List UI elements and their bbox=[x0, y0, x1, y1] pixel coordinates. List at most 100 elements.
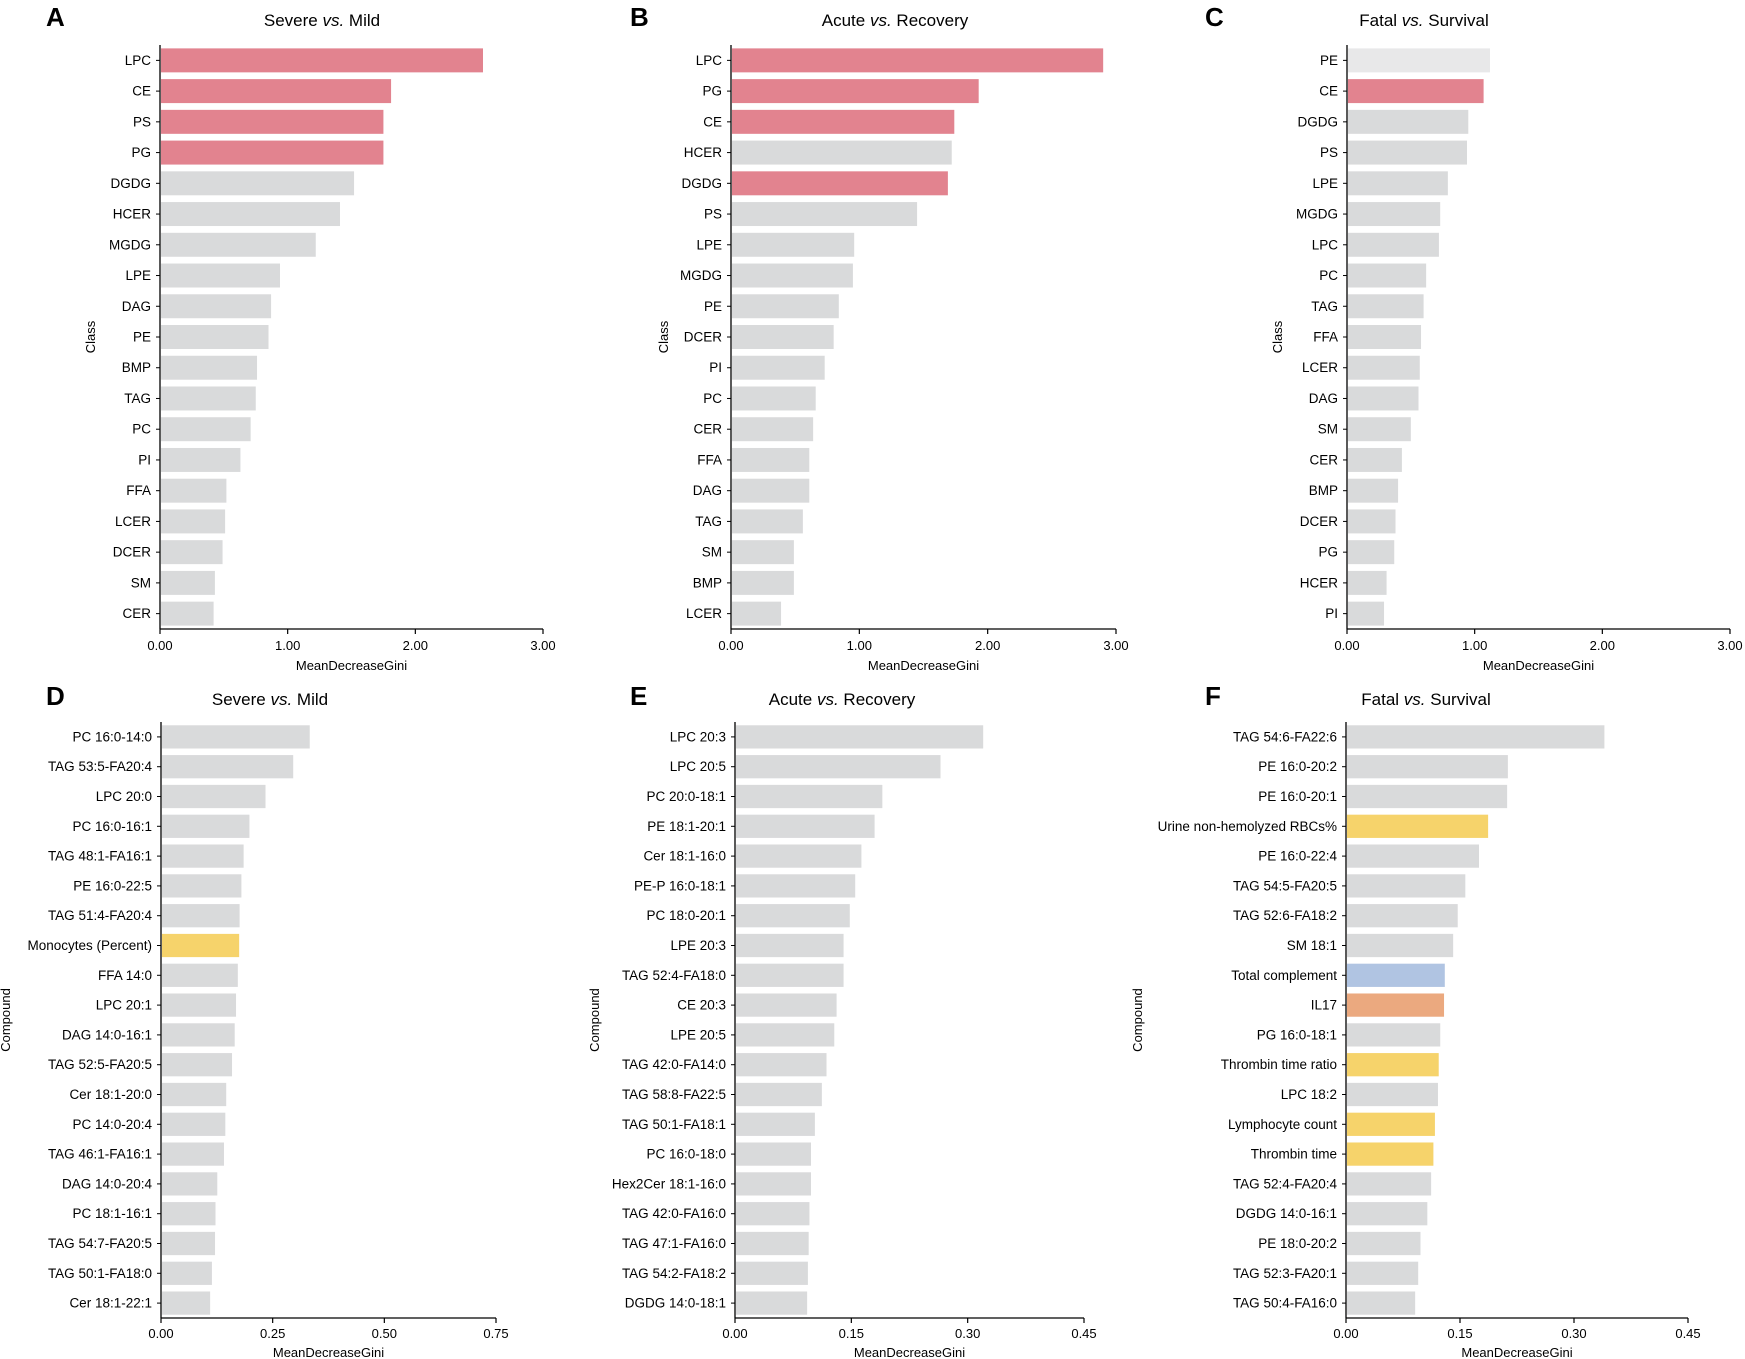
y-axis-title: Compound bbox=[1130, 988, 1145, 1052]
category-label: PC 18:0-20:1 bbox=[646, 908, 726, 923]
x-tick-label: 2.00 bbox=[403, 638, 428, 653]
category-label: LPC 20:0 bbox=[96, 789, 152, 804]
x-tick-label: 3.00 bbox=[530, 638, 555, 653]
bar bbox=[161, 325, 269, 349]
x-tick-label: 2.00 bbox=[1590, 638, 1615, 653]
bar bbox=[161, 601, 214, 626]
category-label: FFA bbox=[697, 452, 722, 467]
bar bbox=[732, 540, 794, 565]
bar bbox=[732, 601, 782, 626]
bar bbox=[732, 478, 810, 503]
category-label: BMP bbox=[1309, 483, 1338, 498]
title-part: Mild bbox=[292, 690, 328, 709]
y-axis-title: Compound bbox=[0, 988, 13, 1052]
category-label: FFA 14:0 bbox=[98, 968, 152, 983]
bar bbox=[1347, 1082, 1438, 1107]
bar bbox=[1347, 1231, 1421, 1256]
bar bbox=[732, 263, 853, 288]
bar bbox=[162, 814, 250, 838]
title-vs: vs. bbox=[817, 690, 839, 709]
category-label: Monocytes (Percent) bbox=[27, 938, 152, 953]
category-label: Cer 18:1-20:0 bbox=[69, 1087, 152, 1102]
bar bbox=[1347, 784, 1508, 809]
category-label: MGDG bbox=[1296, 207, 1338, 222]
panel-title: Severe vs. Mild bbox=[212, 690, 328, 709]
category-label: LPE bbox=[696, 237, 722, 252]
panel-title: Severe vs. Mild bbox=[264, 11, 380, 30]
bar bbox=[732, 202, 918, 227]
category-label: TAG 52:4-FA20:4 bbox=[1233, 1176, 1338, 1191]
panel-b: B Acute vs. Recovery LPC PG CE HCER DGDG PS LPE M… bbox=[630, 2, 1129, 673]
bar bbox=[1348, 355, 1420, 380]
category-label: PE bbox=[1320, 53, 1338, 68]
bar bbox=[162, 1082, 227, 1107]
category-label: TAG 52:3-FA20:1 bbox=[1233, 1266, 1337, 1281]
bar bbox=[1348, 417, 1411, 442]
bar bbox=[732, 232, 855, 257]
category-label: DCER bbox=[684, 330, 723, 345]
x-tick-label: 3.00 bbox=[1717, 638, 1742, 653]
category-label: DAG bbox=[693, 483, 722, 498]
category-label: TAG 54:6-FA22:6 bbox=[1233, 729, 1337, 744]
category-label: LPC 18:2 bbox=[1281, 1087, 1337, 1102]
bar bbox=[1348, 509, 1396, 534]
bar bbox=[162, 1291, 211, 1315]
category-label: DAG 14:0-16:1 bbox=[62, 1027, 152, 1042]
category-label: CER bbox=[1309, 452, 1338, 467]
category-label: PC 16:0-18:0 bbox=[646, 1147, 726, 1162]
bar bbox=[1347, 725, 1605, 749]
bar bbox=[1347, 1172, 1432, 1196]
category-label: DGDG 14:0-16:1 bbox=[1236, 1206, 1337, 1221]
category-label: LCER bbox=[115, 514, 151, 529]
bar bbox=[736, 963, 844, 987]
category-label: PE 16:0-20:2 bbox=[1258, 759, 1337, 774]
bar bbox=[736, 725, 984, 749]
panel-title: Acute vs. Recovery bbox=[769, 690, 916, 709]
bar bbox=[1347, 933, 1454, 958]
bar bbox=[1347, 1202, 1428, 1226]
category-label: LPC 20:5 bbox=[670, 759, 726, 774]
panel-letter: F bbox=[1205, 681, 1221, 711]
title-part: Recovery bbox=[839, 690, 916, 709]
category-label: PI bbox=[1325, 606, 1338, 621]
bar bbox=[1347, 755, 1508, 779]
category-label: PE bbox=[133, 330, 151, 345]
bar bbox=[162, 1172, 218, 1196]
bar bbox=[162, 1261, 212, 1285]
category-label: CE bbox=[132, 84, 151, 99]
bar bbox=[732, 325, 834, 349]
x-tick-label: 0.25 bbox=[260, 1326, 285, 1341]
category-label: Thrombin time ratio bbox=[1221, 1057, 1337, 1072]
bar bbox=[736, 904, 850, 928]
panel-letter: B bbox=[630, 2, 649, 32]
bar bbox=[736, 1261, 808, 1285]
bar bbox=[736, 1023, 835, 1047]
bar bbox=[1347, 874, 1466, 898]
bar bbox=[162, 904, 240, 928]
category-label: Urine non-hemolyzed RBCs% bbox=[1158, 819, 1337, 834]
x-tick-label: 0.00 bbox=[1334, 638, 1359, 653]
x-tick-label: 0.45 bbox=[1071, 1326, 1096, 1341]
bar bbox=[1348, 570, 1387, 595]
category-label: CE 20:3 bbox=[677, 998, 726, 1013]
category-label: IL17 bbox=[1311, 998, 1337, 1013]
category-label: LPE 20:5 bbox=[670, 1027, 726, 1042]
bar bbox=[162, 1231, 216, 1256]
bar bbox=[161, 509, 226, 534]
category-label: LPE 20:3 bbox=[670, 938, 726, 953]
category-label: TAG 42:0-FA16:0 bbox=[622, 1206, 726, 1221]
category-label: HCER bbox=[113, 207, 152, 222]
category-label: LPC bbox=[1312, 237, 1339, 252]
category-label: TAG 50:1-FA18:0 bbox=[48, 1266, 152, 1281]
category-label: PG bbox=[702, 84, 722, 99]
category-label: TAG 47:1-FA16:0 bbox=[622, 1236, 726, 1251]
bar bbox=[732, 79, 979, 104]
panel-letter: A bbox=[46, 2, 65, 32]
bar bbox=[732, 109, 955, 134]
title-part: Recovery bbox=[892, 11, 969, 30]
bar bbox=[736, 1291, 808, 1315]
bar bbox=[736, 1172, 812, 1196]
panel-e: E Acute vs. Recovery LPC 20:3 LPC 20:5 PC 20… bbox=[587, 681, 1097, 1359]
bar bbox=[736, 1053, 827, 1077]
